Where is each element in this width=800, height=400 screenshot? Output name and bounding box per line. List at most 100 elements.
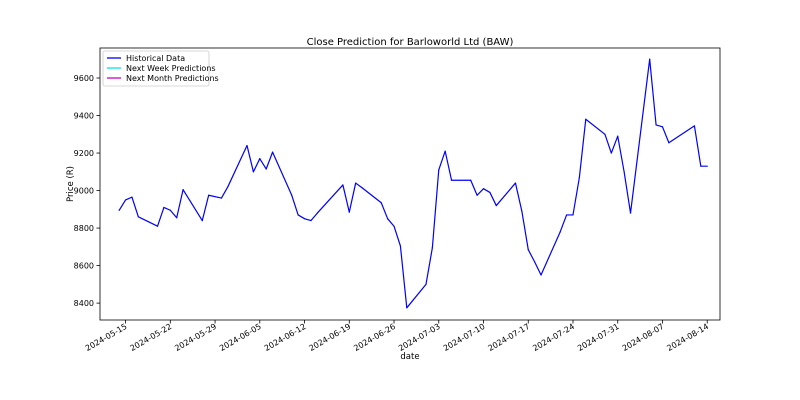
data-point xyxy=(534,261,536,263)
data-point xyxy=(521,210,523,212)
data-point xyxy=(572,214,574,216)
x-axis-title: date xyxy=(400,352,419,362)
data-point xyxy=(310,219,312,222)
data-point xyxy=(220,197,223,199)
data-point xyxy=(425,283,427,285)
x-tick-label: 2024-07-03 xyxy=(397,322,442,353)
chart-title: Close Prediction for Barloworld Ltd (BAW… xyxy=(307,37,514,48)
data-point xyxy=(348,211,350,213)
data-point xyxy=(265,168,267,170)
data-point xyxy=(227,186,229,188)
data-point xyxy=(438,169,440,171)
data-point xyxy=(431,247,433,249)
data-point xyxy=(559,231,561,233)
y-tick-label: 9000 xyxy=(74,187,94,196)
data-point xyxy=(124,199,127,201)
y-tick-label: 8800 xyxy=(74,224,94,233)
data-point xyxy=(176,217,178,219)
x-tick-label: 2024-08-07 xyxy=(621,322,666,353)
data-point xyxy=(393,225,395,227)
data-point xyxy=(303,218,306,220)
x-axis: 2024-05-15 2024-05-22 2024-05-29 2024-06-05… xyxy=(84,320,710,353)
y-tick-label: 8400 xyxy=(74,299,94,308)
y-tick-label: 8600 xyxy=(74,262,94,271)
data-point xyxy=(444,150,446,152)
data-point xyxy=(706,165,708,167)
data-point xyxy=(271,151,274,153)
x-tick-label: 2024-07-31 xyxy=(576,322,621,353)
data-point xyxy=(629,212,632,214)
x-tick-label: 2024-08-14 xyxy=(665,322,710,353)
y-axis-title: Price (R) xyxy=(66,166,76,202)
series-layer xyxy=(118,58,708,309)
data-point xyxy=(361,187,363,189)
data-point xyxy=(578,176,580,179)
data-point xyxy=(182,189,184,191)
data-point xyxy=(649,58,651,60)
x-tick-label: 2024-05-22 xyxy=(129,322,174,353)
data-point xyxy=(201,219,203,222)
data-point xyxy=(604,133,606,135)
series-line-historical-data xyxy=(118,58,708,309)
data-point xyxy=(623,171,625,173)
data-point xyxy=(252,171,254,173)
legend-box xyxy=(102,50,210,87)
x-tick-label: 2024-06-12 xyxy=(263,322,308,353)
data-point xyxy=(540,274,542,276)
data-point xyxy=(406,307,408,309)
x-tick-label: 2024-07-24 xyxy=(531,322,576,353)
y-tick-label: 9400 xyxy=(74,112,94,121)
data-point xyxy=(208,194,210,196)
data-point xyxy=(482,188,485,190)
data-point xyxy=(655,124,657,126)
data-point xyxy=(399,245,402,247)
data-point xyxy=(355,182,357,184)
data-point xyxy=(470,179,472,181)
x-tick-label: 2024-07-10 xyxy=(442,322,487,353)
x-tick-label: 2024-06-26 xyxy=(352,322,397,353)
data-point xyxy=(450,179,453,181)
legend-label: Next Month Predictions xyxy=(126,74,219,83)
y-axis: 8400 8600 8800 9000 9200 9400 9600 xyxy=(74,74,100,308)
plot-frame xyxy=(99,47,721,321)
data-point xyxy=(585,118,587,120)
data-point xyxy=(291,194,293,196)
data-point xyxy=(387,218,389,220)
data-point xyxy=(693,125,696,127)
data-point xyxy=(495,204,497,207)
data-point xyxy=(297,214,299,216)
data-point xyxy=(259,158,261,160)
data-point xyxy=(342,184,344,186)
legend-label: Historical Data xyxy=(126,54,185,63)
plot-area xyxy=(99,47,721,321)
data-point xyxy=(489,191,491,194)
x-tick-label: 2024-07-17 xyxy=(486,322,531,353)
data-point xyxy=(131,196,133,198)
data-point xyxy=(169,209,171,211)
data-point xyxy=(566,214,568,216)
x-tick-label: 2024-06-05 xyxy=(218,322,263,353)
data-point xyxy=(316,212,318,214)
data-point xyxy=(617,135,619,137)
x-tick-label: 2024-05-15 xyxy=(84,322,129,353)
x-tick-label: 2024-05-29 xyxy=(173,322,218,353)
data-point xyxy=(668,142,670,144)
data-point xyxy=(514,182,517,184)
data-point xyxy=(700,165,702,167)
x-tick-label: 2024-06-19 xyxy=(308,322,353,353)
y-tick-label: 9200 xyxy=(74,149,94,158)
data-point xyxy=(246,144,248,147)
data-point xyxy=(476,194,478,196)
data-point xyxy=(163,206,165,209)
data-point xyxy=(137,216,139,218)
data-point xyxy=(380,202,382,204)
data-point xyxy=(661,126,664,128)
y-tick-label: 9600 xyxy=(74,74,94,83)
data-point xyxy=(610,152,612,154)
data-point xyxy=(156,225,159,227)
data-point xyxy=(118,209,120,211)
data-point xyxy=(527,249,529,251)
